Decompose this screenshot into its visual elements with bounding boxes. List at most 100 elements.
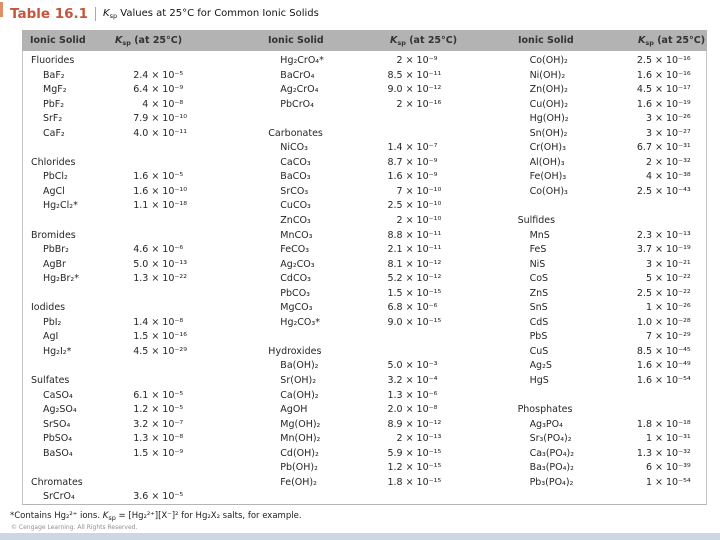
table-row: Ba(OH)₂ 5.0 × 10⁻³ [268,359,509,374]
table-row: Cr(OH)₃ 6.7 × 10⁻³¹ [518,141,706,156]
table-row: MgF₂ 6.4 × 10⁻⁹ [31,83,260,98]
ksp-value: 5.9 × 10⁻¹⁵ [387,447,442,459]
ksp-subscript: sp [645,38,654,47]
header-ionic-solid-1: Ionic Solid [30,35,86,46]
ksp-value: 1.3 × 10⁻³² [636,447,691,459]
ionic-solid-formula: SrCrO₄ [43,491,75,503]
ionic-solid-formula: PbCO₃ [280,287,310,299]
ksp-value: 8.8 × 10⁻¹¹ [387,229,442,241]
table-row: PbCl₂ 1.6 × 10⁻⁵ [31,170,260,185]
header-ksp-rest: (at 25°C) [405,34,458,46]
table-row: Hg₂I₂* 4.5 × 10⁻²⁹ [31,345,260,360]
ionic-solid-formula: CoS [529,273,549,285]
table-row: CaCO₃ 8.7 × 10⁻⁹ [268,156,509,171]
ksp-value: 1.2 × 10⁻⁵ [133,404,184,416]
header-ksp-2: Ksp (at 25°C) [390,35,518,47]
table-row: SrSO₄ 3.2 × 10⁻⁷ [31,418,260,433]
ksp-value: 1 × 10⁻²⁶ [645,302,691,314]
ksp-value: 4 × 10⁻³⁸ [645,171,691,183]
table-row: Fe(OH)₃ 4 × 10⁻³⁸ [518,170,706,185]
title-rest: Values at 25°C for Common Ionic Solids [117,8,319,19]
ionic-solid-formula: Fe(OH)₂ [280,476,317,488]
ksp-value: 1.3 × 10⁻⁶ [387,389,438,401]
ksp-value: 5.0 × 10⁻³ [387,360,438,372]
ionic-solid-formula: PbCl₂ [43,171,68,183]
ksp-value: 2 × 10⁻¹³ [396,433,442,445]
ksp-value: 1.8 × 10⁻¹⁵ [387,476,442,488]
ksp-value: 6.7 × 10⁻³¹ [636,142,691,154]
ksp-value: 1.6 × 10⁻¹⁶ [636,69,691,81]
ksp-value: 6.1 × 10⁻⁵ [133,389,184,401]
ksp-symbol: K [103,8,110,19]
table-row: SrF₂ 7.9 × 10⁻¹⁰ [31,112,260,127]
table-title-text: Ksp Values at 25°C for Common Ionic Soli… [103,8,319,20]
table-column-group-2: Hg₂CrO₄* 2 × 10⁻⁹ BaCrO₄ 8.5 × 10⁻¹¹ Ag₂CrO₄… [260,54,509,504]
ksp-value: 7 × 10⁻²⁹ [645,331,691,343]
ksp-value: 2.0 × 10⁻⁸ [387,404,438,416]
ionic-solid-formula: Pb(OH)₂ [280,462,318,474]
ionic-solid-formula: Ag₂CO₃ [280,258,315,270]
ksp-value: 1 × 10⁻³¹ [645,433,691,445]
table-row: Ca₃(PO₄)₂ 1.3 × 10⁻³² [518,447,706,462]
section-spacer [31,359,260,374]
ksp-value: 2.4 × 10⁻⁵ [133,69,184,81]
ksp-symbol: K [390,34,398,46]
ionic-solid-formula: Hg₂Br₂* [43,273,79,285]
ionic-solid-formula: PbF₂ [43,98,65,110]
section-header: Iodides [31,302,66,314]
ksp-value: 4.0 × 10⁻¹¹ [133,127,188,139]
section-spacer [31,214,260,229]
table-row: Sr₃(PO₄)₂ 1 × 10⁻³¹ [518,432,706,447]
ksp-value: 1.1 × 10⁻¹⁸ [133,200,188,212]
ionic-solid-formula: Sn(OH)₂ [529,127,568,139]
ionic-solid-formula: NiCO₃ [280,142,308,154]
ionic-solid-formula: PbSO₄ [43,433,73,445]
ksp-value: 1.6 × 10⁻⁴⁹ [636,360,691,372]
ionic-solid-formula: AgI [43,331,59,343]
ionic-solid-formula: CaSO₄ [43,389,73,401]
ksp-subscript: sp [108,514,116,522]
ionic-solid-formula: BaCrO₄ [280,69,315,81]
table-number-label: Table 16.1 [10,6,89,22]
table-row: Hg₂Cl₂* 1.1 × 10⁻¹⁸ [31,199,260,214]
table-row: Hg₂CrO₄* 2 × 10⁻⁹ [268,54,509,69]
ksp-value: 1.6 × 10⁻⁹ [387,171,438,183]
ionic-solid-formula: Zn(OH)₂ [529,84,568,96]
table-row: Ca(OH)₂ 1.3 × 10⁻⁶ [268,389,509,404]
ksp-value: 5.2 × 10⁻¹² [387,273,442,285]
ksp-subscript: sp [122,38,131,47]
section-header: Sulfides [517,215,556,227]
table-row: CdS 1.0 × 10⁻²⁸ [518,316,706,331]
ksp-value: 1 × 10⁻⁵⁴ [645,476,691,488]
table-row: PbF₂ 4 × 10⁻⁸ [31,98,260,113]
ksp-value: 3.2 × 10⁻⁷ [133,418,184,430]
ksp-value: 3 × 10⁻²¹ [645,258,691,270]
header-ksp-rest: (at 25°C) [653,34,706,46]
ksp-value: 3 × 10⁻²⁷ [645,127,691,139]
table-title: Table 16.1 Ksp Values at 25°C for Common… [10,3,319,25]
accent-mark [0,2,3,17]
ionic-solid-formula: Hg₂CO₃* [280,316,320,328]
table-row: BaCO₃ 1.6 × 10⁻⁹ [268,170,509,185]
ionic-solid-formula: PbS [529,331,548,343]
ionic-solid-formula: PbI₂ [43,316,62,328]
table-row: Ag₃PO₄ 1.8 × 10⁻¹⁸ [518,418,706,433]
table-row: Mn(OH)₂ 2 × 10⁻¹³ [268,432,509,447]
header-ksp-rest: (at 25°C) [130,34,183,46]
table-row: PbCO₃ 1.5 × 10⁻¹⁵ [268,287,509,302]
ksp-value: 2 × 10⁻³² [645,156,691,168]
ionic-solid-formula: Sr₃(PO₄)₂ [529,433,572,445]
table-row: AgCl 1.6 × 10⁻¹⁰ [31,185,260,200]
section-spacer [268,112,509,127]
ionic-solid-formula: Cu(OH)₂ [529,98,569,110]
ionic-solid-formula: Fe(OH)₃ [529,171,567,183]
table-row: Co(OH)₂ 2.5 × 10⁻¹⁶ [518,54,706,69]
table-row: Cd(OH)₂ 5.9 × 10⁻¹⁵ [268,447,509,462]
ionic-solid-formula: BaCO₃ [280,171,311,183]
ksp-value: 5 × 10⁻²² [645,273,691,285]
ionic-solid-formula: Hg₂Cl₂* [43,200,78,212]
section-spacer [31,461,260,476]
ionic-solid-formula: AgBr [43,258,66,270]
ksp-value: 7.9 × 10⁻¹⁰ [133,113,188,125]
ksp-value: 2 × 10⁻¹⁶ [396,98,442,110]
